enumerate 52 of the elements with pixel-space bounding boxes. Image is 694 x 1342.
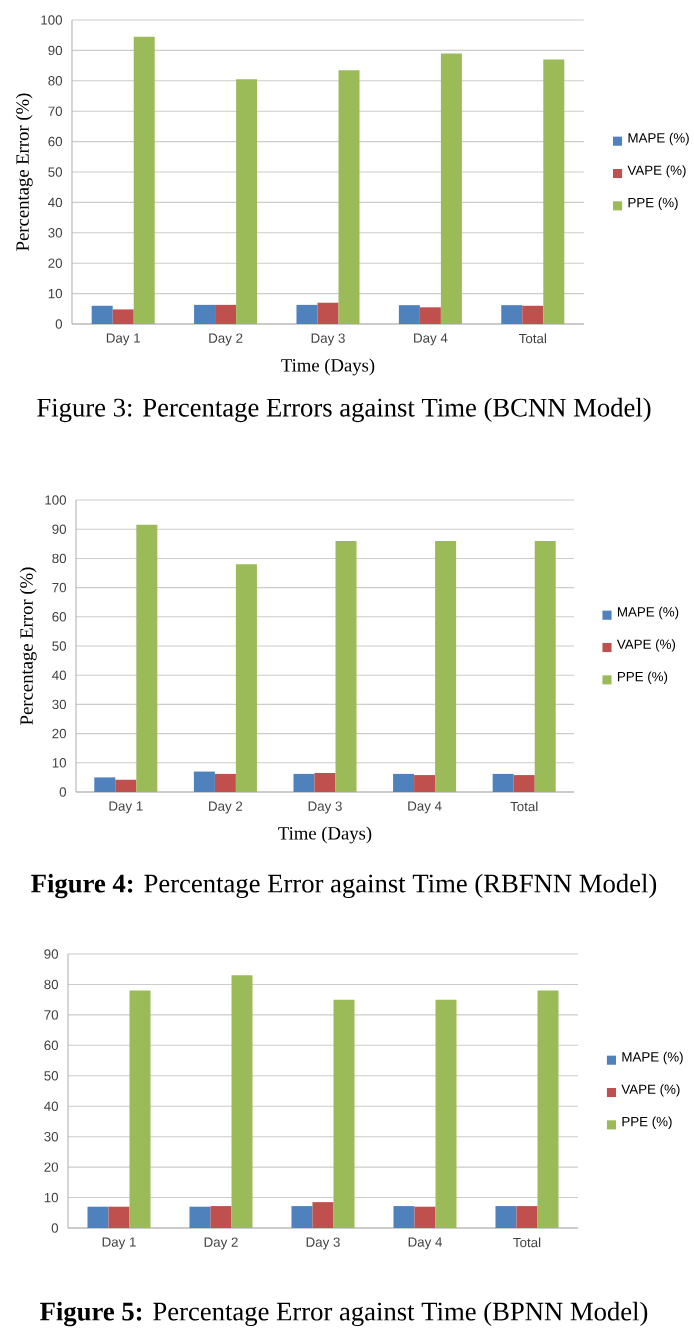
- bar: [296, 304, 318, 325]
- bar: [112, 309, 134, 325]
- bar: [534, 540, 556, 793]
- bar: [133, 36, 155, 325]
- bar: [314, 773, 336, 793]
- bar: [501, 305, 523, 325]
- bar: [335, 540, 357, 793]
- bar: [94, 777, 116, 793]
- bar: [435, 999, 457, 1229]
- x-axis-title: Time (Days): [278, 826, 372, 844]
- bar: [522, 305, 544, 325]
- bar: [333, 999, 355, 1229]
- text: Figure 4: Percentage Error against Time (RBFNN Model): [31, 873, 657, 899]
- bar: [291, 1206, 313, 1229]
- bar: [214, 773, 236, 793]
- bar: [115, 779, 137, 793]
- bar: [398, 305, 420, 325]
- x-axis-title: Time (Days): [281, 358, 375, 376]
- bar: [419, 307, 441, 325]
- bar: [129, 990, 151, 1229]
- bar: [543, 59, 565, 325]
- bar: [210, 1206, 232, 1229]
- bar: [236, 79, 258, 325]
- bar: [91, 305, 113, 325]
- y-axis-title: Percentage Error (%): [19, 567, 37, 725]
- bar: [492, 773, 514, 793]
- bar: [108, 1206, 130, 1229]
- bar: [293, 773, 315, 793]
- bar: [312, 1202, 334, 1229]
- text: Figure 5: Percentage Error against Time (BPNN Model): [40, 1301, 648, 1327]
- bar: [440, 53, 462, 325]
- bar: [193, 771, 215, 793]
- bar: [414, 775, 436, 793]
- bar: [338, 70, 360, 325]
- bar: [87, 1206, 109, 1229]
- bar: [194, 304, 216, 325]
- bar: [495, 1206, 517, 1229]
- bar: [393, 773, 415, 793]
- bar: [513, 775, 535, 793]
- bar: [414, 1206, 436, 1229]
- bar: [317, 302, 339, 325]
- bar: [516, 1206, 538, 1229]
- bar: [215, 304, 237, 325]
- bar: [231, 975, 253, 1229]
- y-axis-title: Percentage Error (%): [15, 93, 33, 251]
- caption: Figure 3: Percentage Errors against Time (BCNN Model): [37, 397, 651, 423]
- bar: [537, 990, 559, 1229]
- bar: [189, 1206, 211, 1229]
- bar: [235, 564, 257, 793]
- bar: [136, 524, 158, 793]
- bar: [435, 540, 457, 793]
- bar: [393, 1206, 415, 1229]
